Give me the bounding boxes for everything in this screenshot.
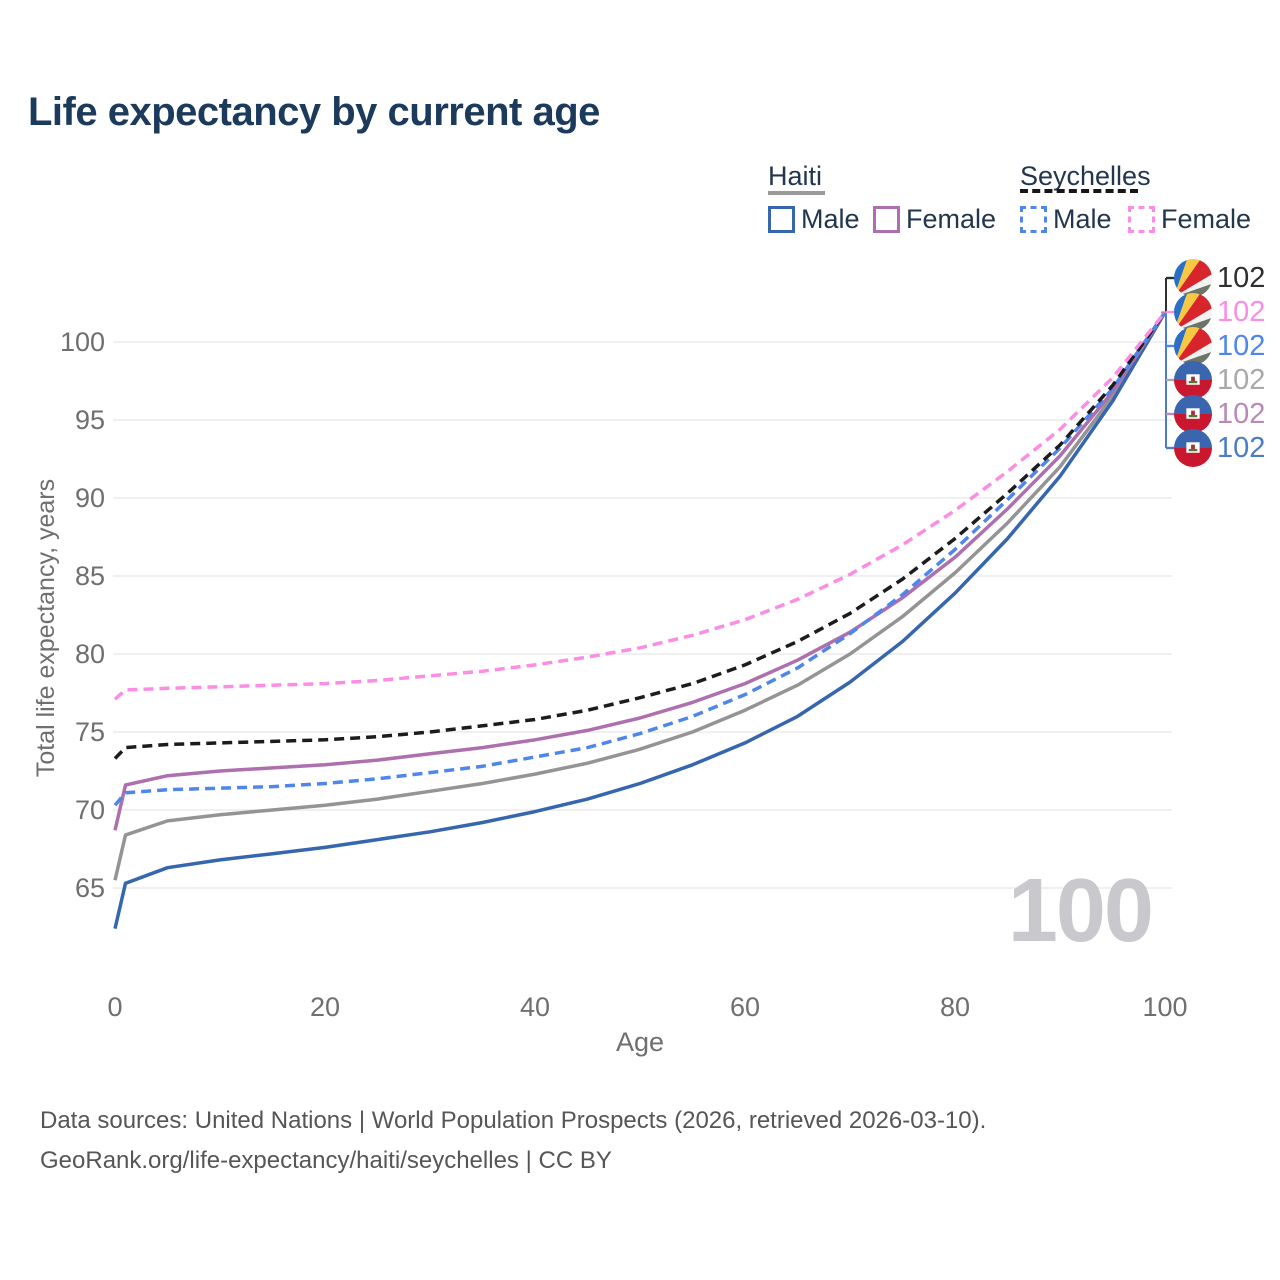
page-title: Life expectancy by current age bbox=[28, 90, 600, 134]
legend-swatch-haiti-male bbox=[768, 206, 795, 233]
end-label-seychelles-male: 102 bbox=[1217, 330, 1266, 362]
legend-seychelles-line-swatch bbox=[1020, 189, 1138, 193]
x-tick-60: 60 bbox=[729, 992, 761, 1022]
data-sources-note: Data sources: United Nations | World Pop… bbox=[40, 1107, 987, 1134]
series-line-haiti-female bbox=[113, 311, 1167, 831]
series-line-seychelles-female bbox=[113, 311, 1167, 701]
legend-group-seychelles: Seychelles bbox=[1020, 161, 1151, 191]
y-axis-title: Total life expectancy, years bbox=[32, 478, 60, 778]
y-tick-65: 65 bbox=[74, 873, 105, 903]
x-tick-0: 0 bbox=[107, 992, 123, 1022]
x-tick-40: 40 bbox=[519, 992, 551, 1022]
y-tick-90: 90 bbox=[74, 483, 105, 513]
legend-haiti-line-swatch bbox=[768, 191, 825, 195]
legend-swatch-seychelles-female bbox=[1128, 206, 1155, 233]
attribution-note: GeoRank.org/life-expectancy/haiti/seyche… bbox=[40, 1147, 612, 1174]
legend-label-seychelles-female: Female bbox=[1161, 204, 1252, 234]
x-axis-title: Age bbox=[615, 1027, 665, 1057]
y-tick-80: 80 bbox=[74, 639, 105, 669]
end-label-seychelles-female: 102 bbox=[1217, 296, 1266, 328]
series-line-seychelles-male bbox=[113, 311, 1167, 807]
haiti-flag-icon bbox=[1174, 361, 1212, 399]
legend-label-haiti-female: Female bbox=[906, 204, 997, 234]
x-tick-20: 20 bbox=[309, 992, 341, 1022]
legend-swatch-seychelles-male bbox=[1020, 206, 1047, 233]
end-label-haiti-all: 102 bbox=[1217, 364, 1266, 396]
y-tick-100: 100 bbox=[59, 327, 105, 357]
y-tick-70: 70 bbox=[74, 795, 105, 825]
legend-swatch-haiti-female bbox=[873, 206, 900, 233]
end-label-haiti-female: 102 bbox=[1217, 398, 1266, 430]
series-line-seychelles-both-sexes bbox=[113, 311, 1167, 760]
seychelles-flag-icon bbox=[1174, 293, 1212, 331]
x-tick-80: 80 bbox=[939, 992, 971, 1022]
series-line-haiti-both-sexes bbox=[113, 311, 1167, 881]
legend-group-haiti: Haiti bbox=[768, 161, 823, 191]
legend-label-seychelles-male: Male bbox=[1053, 204, 1112, 234]
seychelles-flag-icon bbox=[1174, 327, 1212, 365]
haiti-flag-icon bbox=[1174, 395, 1212, 433]
end-label-seychelles-all: 102 bbox=[1217, 262, 1266, 294]
age-watermark: 100 bbox=[1007, 861, 1154, 961]
haiti-flag-icon bbox=[1174, 429, 1212, 467]
legend-label-haiti-male: Male bbox=[801, 204, 860, 234]
y-tick-75: 75 bbox=[74, 717, 105, 747]
x-tick-100: 100 bbox=[1142, 992, 1188, 1022]
seychelles-flag-icon bbox=[1174, 259, 1212, 297]
y-tick-85: 85 bbox=[74, 561, 105, 591]
end-label-haiti-male: 102 bbox=[1217, 432, 1266, 464]
y-tick-95: 95 bbox=[74, 405, 105, 435]
series-line-haiti-male bbox=[113, 311, 1167, 929]
